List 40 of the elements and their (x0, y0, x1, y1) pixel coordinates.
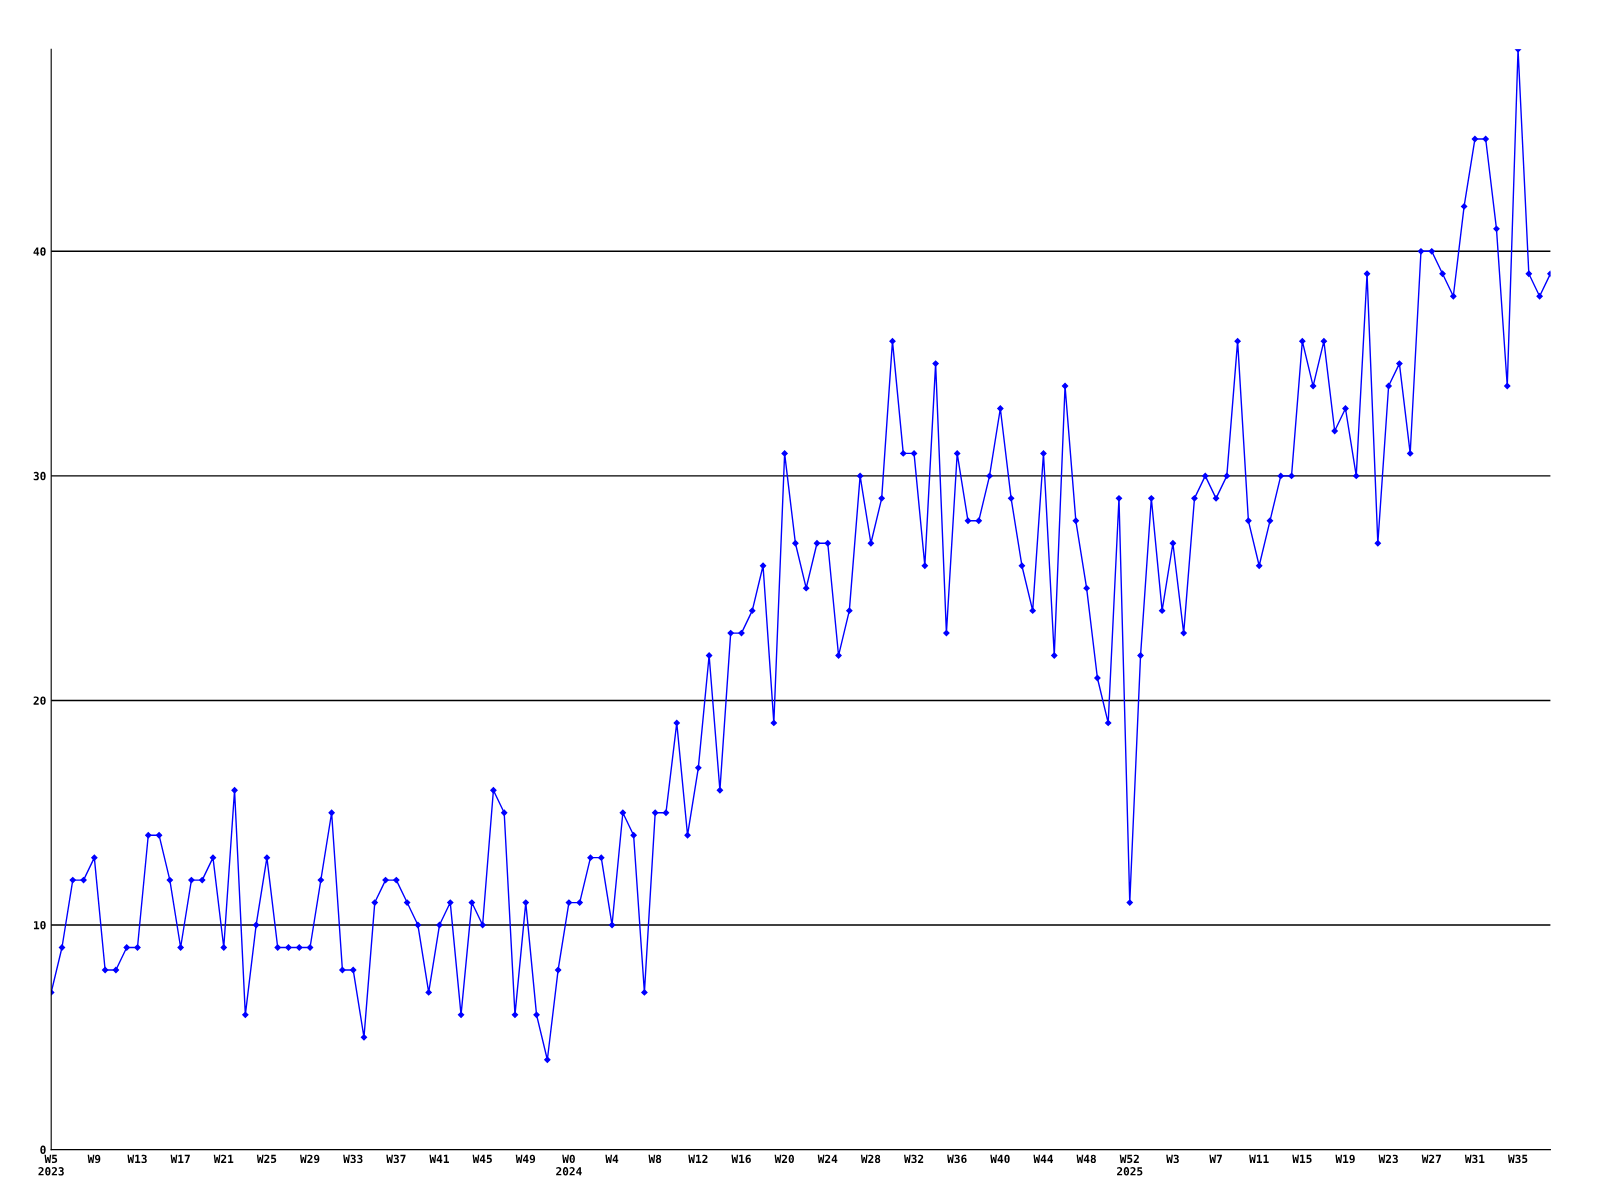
x-tick-label: W24 (817, 1154, 838, 1163)
y-tick-label: 10 (33, 921, 46, 930)
x-tick-label: W28 (860, 1154, 881, 1164)
x-tick-label: W27 (1421, 1154, 1441, 1163)
x-tick-label: W36 (947, 1154, 967, 1164)
x-tick-label: W15 (1292, 1154, 1312, 1164)
y-tick-label: 30 (33, 471, 46, 481)
x-tick-label: W9 (87, 1154, 101, 1164)
y-tick-label: 40 (33, 247, 46, 256)
x-tick-label: W45 (472, 1154, 492, 1164)
x-tick-label: W8 (648, 1154, 662, 1164)
x-tick-label: W29 (300, 1154, 320, 1164)
x-tick-label: W12 (688, 1154, 708, 1163)
y-tick-label: 20 (33, 696, 46, 705)
x-tick-label: W23 (1378, 1154, 1398, 1164)
x-tick-label: W48 (1076, 1154, 1096, 1164)
x-tick-label: W3 (1166, 1154, 1179, 1164)
x-tick-label: W13 (127, 1154, 147, 1164)
x-tick-label: W25 (256, 1154, 277, 1164)
x-tick-label: W35 (1508, 1154, 1528, 1164)
x-tick-label: W0 2024 (556, 1154, 582, 1176)
x-tick-label: W44 (1033, 1154, 1054, 1163)
x-tick-label: W19 (1335, 1154, 1355, 1164)
x-tick-label: W31 (1464, 1154, 1485, 1164)
x-tick-label: W4 (605, 1154, 619, 1163)
x-tick-label: W40 (990, 1154, 1010, 1164)
x-tick-label: W52 2025 (1117, 1154, 1143, 1176)
x-tick-label: W7 (1209, 1154, 1222, 1163)
x-tick-label: W17 (170, 1154, 190, 1163)
x-tick-label: W11 (1249, 1154, 1269, 1163)
x-tick-label: W41 (429, 1154, 449, 1163)
x-tick-label: W33 (343, 1154, 363, 1164)
y-tick-label: 0 (40, 1145, 46, 1154)
x-tick-label: W49 (515, 1154, 536, 1164)
x-tick-label: W21 (213, 1154, 234, 1163)
x-tick-label: W5 2023 (38, 1154, 64, 1176)
x-tick-label: W32 (904, 1154, 924, 1164)
x-tick-label: W20 (774, 1154, 794, 1164)
x-tick-label: W37 (386, 1154, 406, 1164)
x-tick-label: W16 (731, 1154, 751, 1164)
